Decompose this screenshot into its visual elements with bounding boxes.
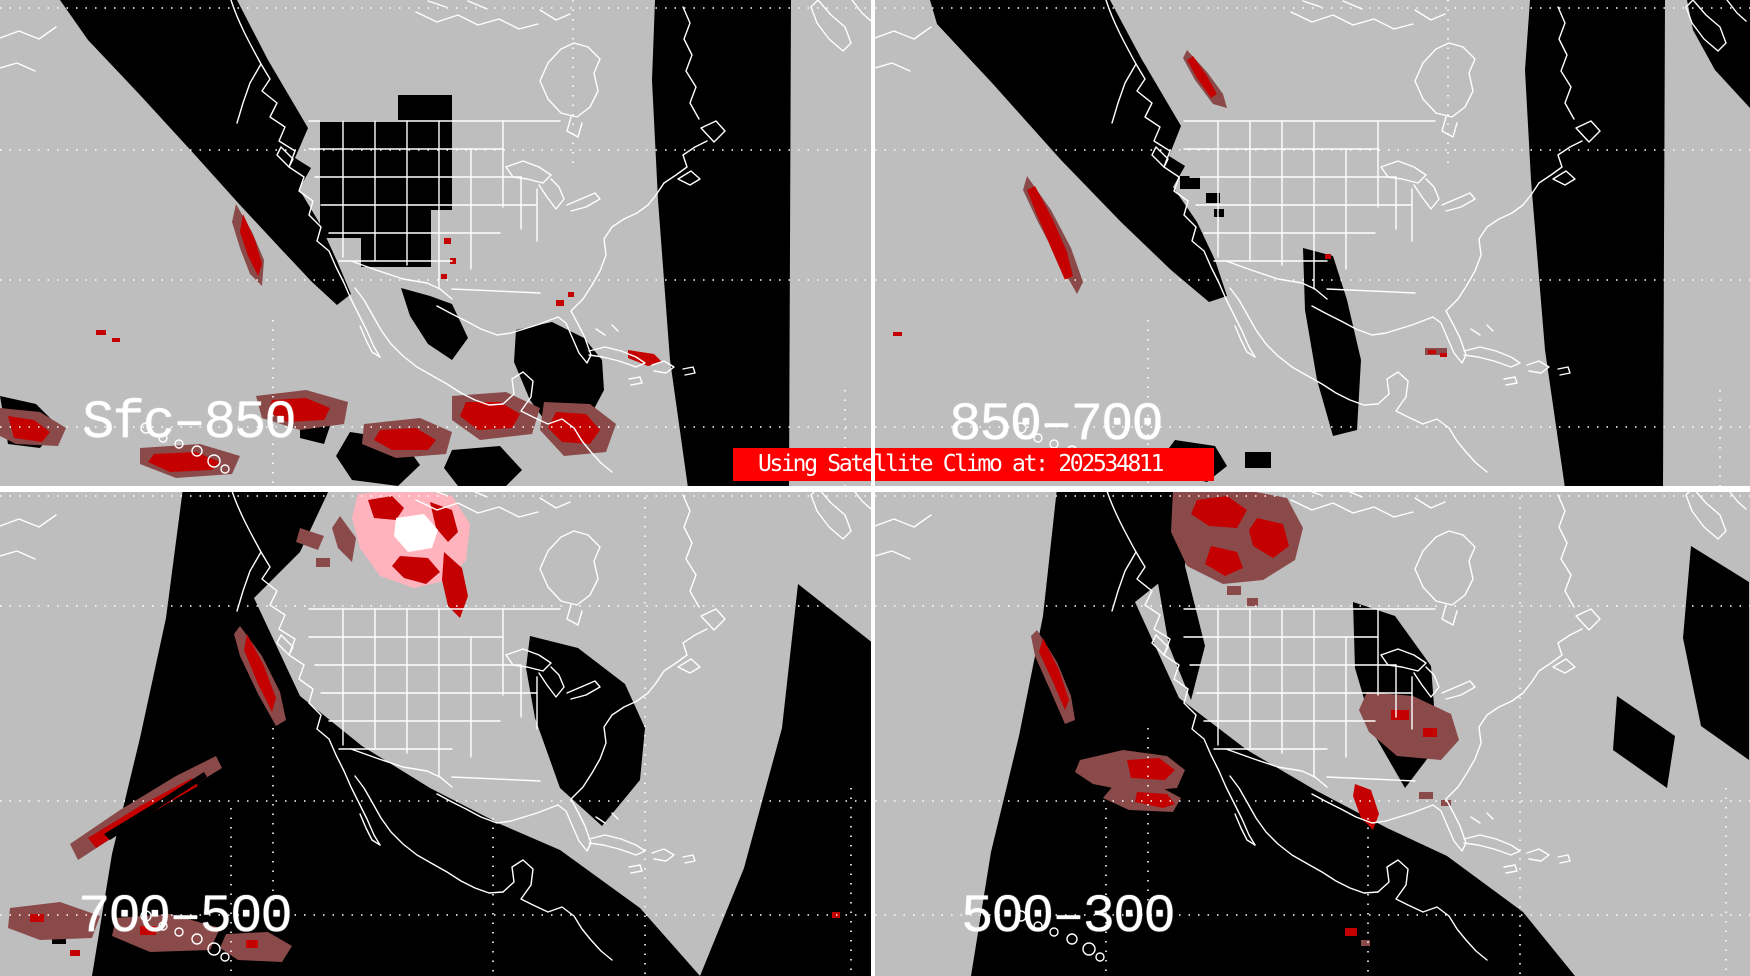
panel-500-300 [875, 488, 1750, 976]
panel-label-850-700: 850–700 [949, 395, 1164, 456]
map-sfc-850 [0, 0, 875, 488]
no-data-regions [930, 0, 1750, 488]
panel-label-sfc-850: Sfc–850 [82, 393, 297, 454]
cloud-regions [893, 50, 1447, 357]
panel-divider-horizontal [0, 486, 1750, 492]
map-500-300 [875, 488, 1750, 976]
cloud-regions [1031, 488, 1459, 946]
panel-700-500 [0, 488, 875, 976]
panel-label-500-300: 500–300 [961, 887, 1176, 948]
status-banner: Using Satellite Climo at: 202534811 [733, 448, 1214, 481]
panel-850-700 [875, 0, 1750, 488]
map-850-700 [875, 0, 1750, 488]
no-data-regions [24, 488, 874, 976]
panel-sfc-850 [0, 0, 875, 488]
cloud-regions [0, 204, 662, 478]
map-700-500 [0, 488, 875, 976]
panel-label-700-500: 700–500 [78, 887, 293, 948]
